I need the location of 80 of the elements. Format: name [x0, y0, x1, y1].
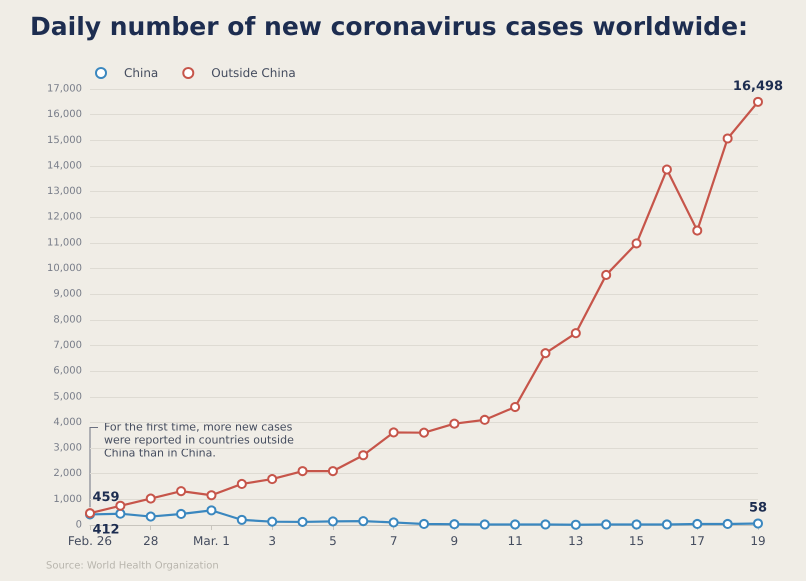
point [267, 474, 278, 484]
point [328, 516, 338, 526]
point [540, 519, 550, 530]
point [692, 518, 702, 529]
point [540, 348, 550, 358]
y-tick-label: 12,000 [47, 212, 82, 223]
point [358, 516, 368, 526]
point [722, 518, 733, 529]
y-tick-label: 4,000 [53, 416, 82, 428]
point [510, 402, 520, 412]
y-tick-label: 17,000 [47, 84, 82, 94]
y-tick-label: 14,000 [47, 160, 82, 172]
point [388, 427, 399, 438]
y-tick-label: 15,000 [47, 134, 82, 146]
point [753, 518, 763, 529]
point [115, 508, 126, 519]
point [146, 494, 156, 504]
legend-label: Outside China [211, 66, 296, 80]
point [298, 466, 308, 476]
point [236, 514, 247, 525]
y-tick-label: 13,000 [47, 186, 82, 198]
data-label: 16,498 [732, 78, 784, 94]
source-note: Source: World Health Organization [46, 560, 219, 572]
y-tick-label: 9,000 [53, 288, 82, 300]
x-tick-label: 15 [628, 534, 644, 548]
x-tick-label: 9 [450, 534, 458, 548]
point [388, 517, 399, 528]
point [632, 238, 642, 248]
y-tick-label: 11,000 [47, 237, 82, 248]
point [570, 520, 581, 530]
point [510, 519, 520, 530]
point [753, 96, 763, 107]
x-tick-label: 19 [750, 534, 766, 548]
x-tick-label: Mar. 1 [193, 534, 230, 548]
x-tick-label: 17 [690, 534, 705, 548]
point [115, 500, 126, 511]
data-label: 58 [748, 500, 768, 516]
y-tick-label: 8,000 [53, 314, 82, 326]
point [236, 478, 247, 489]
point [449, 519, 460, 530]
point [206, 490, 216, 500]
x-tick-label: 3 [268, 534, 276, 548]
point [570, 328, 581, 338]
y-tick-label: 16,000 [47, 109, 82, 120]
x-tick-label: 5 [329, 534, 337, 548]
point [662, 164, 672, 175]
y-tick-label: 7,000 [53, 340, 82, 351]
point [692, 226, 702, 236]
point [328, 466, 338, 476]
point [662, 519, 672, 530]
point [206, 505, 216, 516]
data-label: 459 [92, 490, 120, 506]
point [298, 516, 308, 527]
x-tick-label: 28 [143, 534, 158, 548]
point [176, 486, 186, 496]
point [176, 508, 186, 519]
y-tick-label: 3,000 [53, 442, 82, 454]
point [601, 270, 612, 280]
point [632, 519, 642, 530]
y-tick-label: 5,000 [53, 391, 82, 402]
y-tick-label: 10,000 [47, 263, 82, 274]
point [480, 414, 490, 425]
point [358, 450, 368, 460]
legend-label: China [124, 66, 158, 80]
point [480, 519, 490, 530]
y-tick-label: 2,000 [53, 468, 82, 480]
x-tick-label: 11 [507, 534, 523, 548]
y-tick-label: 1,000 [53, 494, 82, 505]
x-tick-label: 13 [568, 534, 584, 548]
point [146, 512, 156, 522]
x-tick-label: 7 [390, 534, 398, 548]
y-tick-label: 0 [76, 520, 82, 530]
point [419, 428, 429, 438]
chart-title: Daily number of new coronavirus cases worldwide: [30, 12, 748, 41]
point [267, 516, 278, 527]
point [601, 519, 612, 530]
y-tick-label: 6,000 [53, 366, 82, 377]
point [722, 134, 733, 144]
point [449, 418, 460, 429]
point [419, 518, 429, 529]
